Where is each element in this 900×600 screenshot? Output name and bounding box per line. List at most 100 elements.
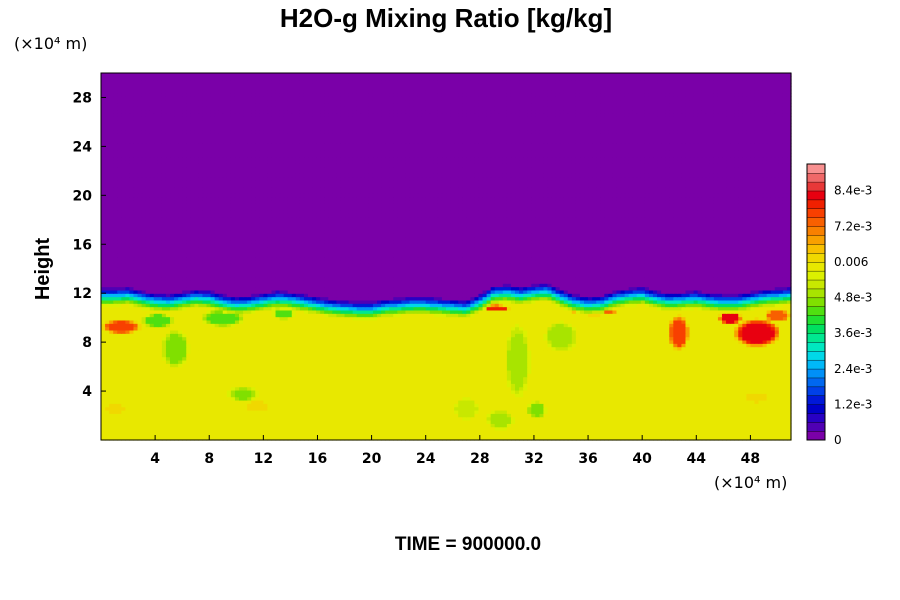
heatmap-cell [539,426,545,431]
heatmap-cell [413,413,419,418]
heatmap-cell [202,376,208,381]
heatmap-cell [429,409,435,414]
heatmap-cell [653,409,658,414]
heatmap-cell [681,386,687,391]
heatmap-cell [364,403,370,408]
heatmap-cell [222,349,228,354]
heatmap-cell [523,369,528,374]
heatmap-cell [218,389,224,394]
heatmap-cell [275,339,281,344]
heatmap-cell [291,349,297,354]
heatmap-cell [255,349,260,354]
heatmap-cell [267,403,273,408]
heatmap-cell [101,413,106,418]
heatmap-cell [596,426,601,431]
heatmap-cell [486,359,492,364]
heatmap-cell [344,386,350,391]
heatmap-cell [121,399,126,404]
heatmap-cell [218,416,224,421]
heatmap-cell [734,369,739,374]
heatmap-cell [547,379,553,384]
heatmap-cell [734,419,739,424]
heatmap-cell [531,426,536,431]
heatmap-cell [393,406,398,411]
heatmap-cell [218,433,224,438]
heatmap-cell [466,423,471,428]
heatmap-cell [222,433,228,438]
heatmap-cell [531,409,536,414]
heatmap-cell [486,433,492,438]
heatmap-cell [636,346,642,351]
heatmap-cell [669,406,674,411]
heatmap-cell [539,383,545,388]
heatmap-cell [531,396,536,401]
heatmap-cell [324,403,329,408]
heatmap-cell [713,389,719,394]
heatmap-cell [190,399,195,404]
heatmap-cell [141,393,147,398]
heatmap-cell [247,416,252,421]
heatmap-cell [129,369,135,374]
heatmap-cell [689,386,695,391]
heatmap-cell [539,373,545,378]
heatmap-cell [713,433,719,438]
heatmap-cell [113,383,118,388]
heatmap-cell [243,366,248,371]
heatmap-cell [441,403,447,408]
heatmap-cell [693,379,699,384]
heatmap-cell [381,379,386,384]
heatmap-cell [661,383,666,388]
heatmap-cell [722,409,727,414]
heatmap-cell [210,413,216,418]
heatmap-cell [762,393,768,398]
heatmap-cell [567,403,573,408]
heatmap-cell [482,419,488,424]
heatmap-cell [579,346,585,351]
heatmap-cell [665,416,670,421]
heatmap-cell [450,363,455,368]
heatmap-cell [141,383,147,388]
heatmap-cell [774,426,780,431]
heatmap-cell [182,383,187,388]
heatmap-cell [405,386,411,391]
heatmap-cell [425,346,431,351]
heatmap-cell [226,363,232,368]
heatmap-cell [709,436,715,441]
heatmap-cell [255,379,260,384]
heatmap-cell [303,363,309,368]
heatmap-cell [316,379,321,384]
heatmap-cell [348,396,354,401]
heatmap-cell [267,393,273,398]
heatmap-cell [405,403,411,408]
heatmap-cell [389,383,394,388]
heatmap-cell [454,409,459,414]
heatmap-cell [657,436,662,441]
heatmap-cell [705,369,711,374]
heatmap-cell [466,429,471,434]
heatmap-cell [137,403,143,408]
heatmap-cell [385,416,390,421]
heatmap-cell [202,349,208,354]
heatmap-cell [734,346,739,351]
heatmap-cell [754,433,760,438]
heatmap-cell [174,423,179,428]
heatmap-cell [596,406,601,411]
heatmap-cell [401,416,407,421]
heatmap-cell [506,386,512,391]
heatmap-cell [563,406,569,411]
heatmap-cell [303,426,309,431]
heatmap-cell [340,356,346,361]
heatmap-cell [381,423,386,428]
heatmap-cell [308,359,313,364]
heatmap-cell [214,349,220,354]
heatmap-cell [786,359,792,364]
heatmap-cell [600,393,605,398]
heatmap-cell [620,359,626,364]
heatmap-cell [758,346,764,351]
heatmap-cell [218,396,224,401]
heatmap-cell [352,419,358,424]
heatmap-cell [766,386,772,391]
heatmap-cell [470,433,476,438]
heatmap-cell [105,356,110,361]
heatmap-cell [429,383,435,388]
